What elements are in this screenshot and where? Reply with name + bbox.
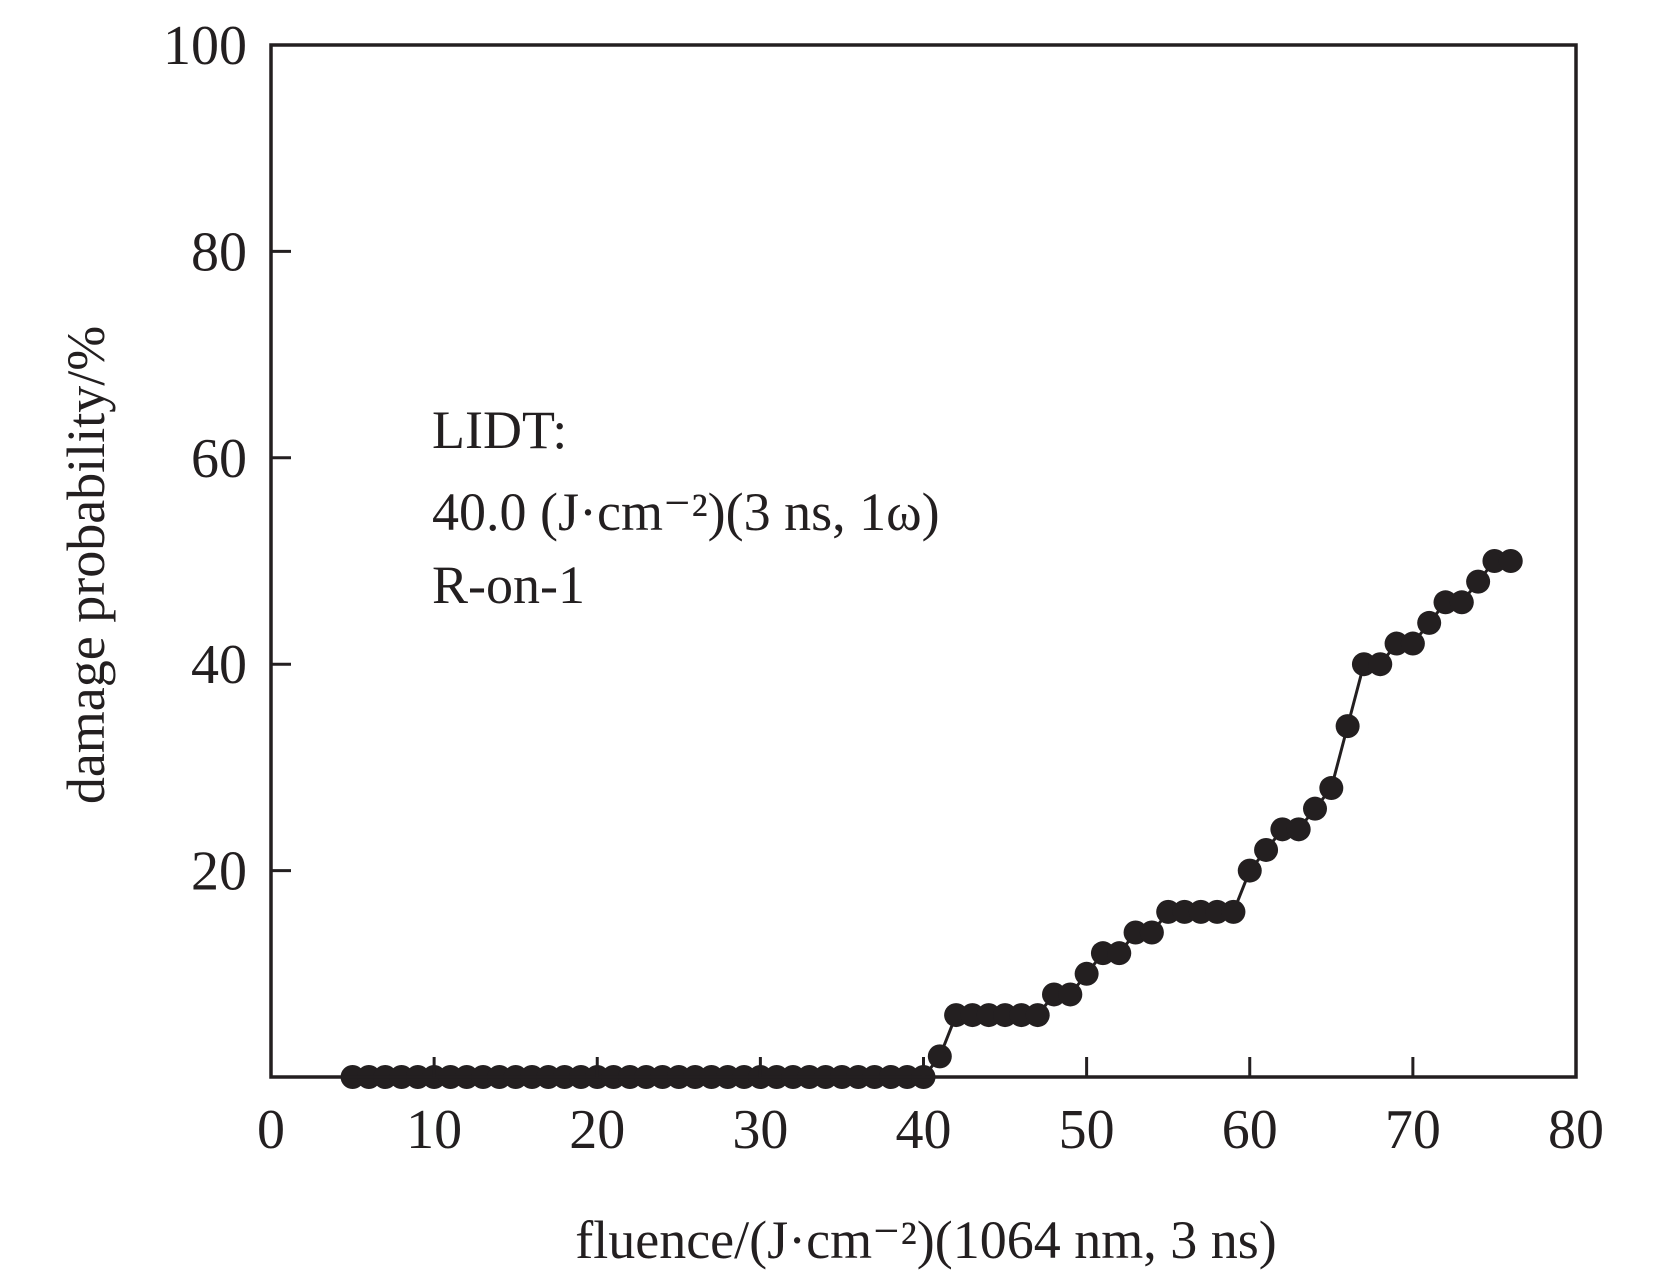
data-point [1074, 961, 1099, 986]
annotation-line-3: R-on-1 [432, 555, 585, 615]
y-tick-label: 40 [191, 634, 247, 696]
y-tick-label: 100 [163, 15, 247, 77]
data-point [1417, 610, 1442, 635]
data-point [1319, 776, 1344, 801]
annotation-line-1: LIDT: [432, 400, 567, 460]
data-point [1237, 858, 1262, 883]
annotation-line-2: 40.0 (J·cm⁻²)(3 ns, 1ω) [432, 482, 940, 542]
data-point [1286, 817, 1311, 842]
axes: 0 10 20 30 40 50 60 70 80 20 40 60 80 100 [163, 15, 1604, 1161]
data-point [1254, 837, 1279, 862]
data-point [1449, 590, 1474, 615]
annotation: LIDT: 40.0 (J·cm⁻²)(3 ns, 1ω) R-on-1 [432, 400, 940, 615]
x-tick-label: 10 [406, 1099, 462, 1161]
data-point [1025, 1003, 1050, 1028]
data-point [1400, 631, 1425, 656]
data-point [1368, 652, 1393, 677]
x-tick-label: 30 [732, 1099, 788, 1161]
x-tick-label: 20 [569, 1099, 625, 1161]
data-point [1335, 714, 1360, 739]
x-tick-label: 40 [896, 1099, 952, 1161]
data-point [927, 1044, 952, 1069]
x-tick-label: 50 [1059, 1099, 1115, 1161]
x-axis-title: fluence/(J·cm⁻²)(1064 nm, 3 ns) [575, 1210, 1277, 1270]
y-tick-label: 60 [191, 428, 247, 490]
x-tick-label: 0 [257, 1099, 285, 1161]
y-tick-label: 20 [191, 841, 247, 903]
data-point [1498, 549, 1523, 573]
y-tick-label: 80 [191, 221, 247, 283]
x-tick-label: 60 [1222, 1099, 1278, 1161]
data-point [1107, 941, 1132, 966]
y-axis-title: damage probability/% [56, 326, 116, 804]
x-tick-label: 80 [1548, 1099, 1604, 1161]
x-tick-label: 70 [1385, 1099, 1441, 1161]
data-point [1466, 569, 1491, 594]
data-point [1221, 899, 1246, 924]
data-point [1139, 920, 1164, 945]
plot-area [340, 549, 1523, 1089]
data-point [1058, 982, 1083, 1007]
data-point [1303, 796, 1327, 821]
series-line [352, 559, 1511, 1079]
